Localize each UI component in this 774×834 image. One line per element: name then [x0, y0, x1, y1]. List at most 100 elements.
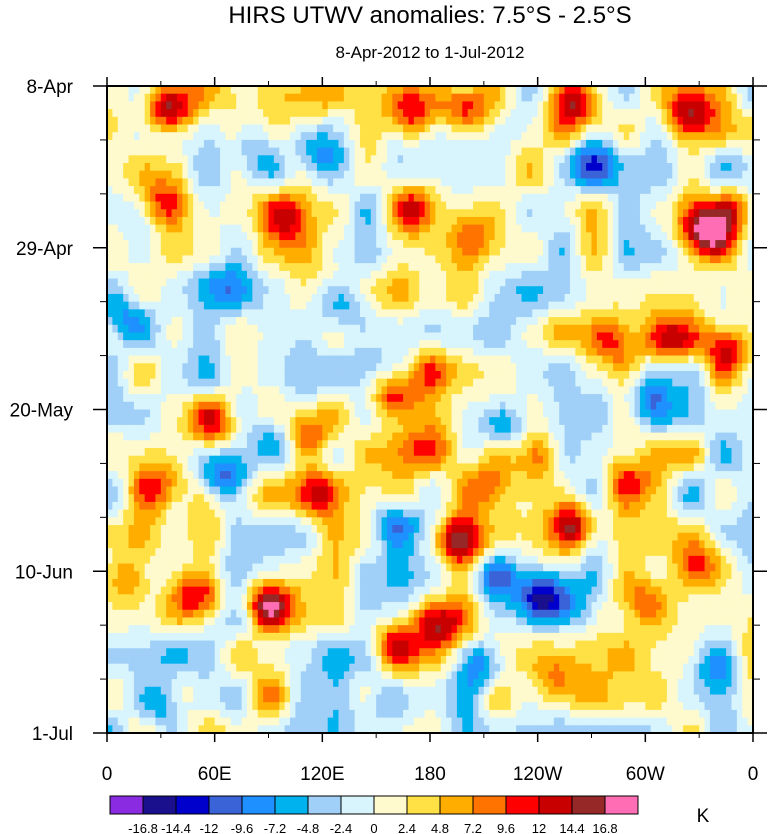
field-cell — [257, 101, 264, 110]
field-cell — [273, 224, 280, 233]
field-cell — [338, 178, 345, 187]
field-cell — [241, 263, 248, 272]
field-cell — [381, 370, 388, 380]
field-cell — [516, 324, 523, 334]
field-cell — [397, 224, 404, 233]
field-cell — [709, 240, 716, 249]
field-cell — [230, 139, 237, 149]
field-cell — [683, 86, 689, 95]
field-cell — [128, 209, 135, 218]
field-cell — [575, 224, 582, 233]
field-cell — [639, 363, 646, 372]
field-cell — [220, 163, 227, 172]
field-cell — [613, 178, 620, 187]
field-cell — [349, 163, 356, 172]
field-cell — [575, 263, 582, 272]
field-cell — [133, 301, 140, 310]
field-cell — [731, 263, 738, 272]
field-cell — [430, 201, 436, 210]
field-cell — [569, 132, 576, 141]
field-cell — [273, 347, 280, 357]
field-cell — [451, 240, 458, 249]
field-cell — [543, 386, 550, 395]
field-cell — [629, 386, 636, 395]
field-cell — [370, 132, 377, 141]
field-cell — [214, 201, 221, 210]
field-cell — [424, 293, 431, 303]
field-cell — [704, 309, 711, 318]
field-cell — [198, 263, 205, 272]
field-cell — [155, 201, 162, 210]
field-cell — [499, 301, 506, 310]
field-cell — [483, 332, 490, 341]
field-cell — [715, 155, 722, 164]
field-cell — [516, 347, 523, 357]
field-cell — [489, 378, 496, 387]
field-cell — [155, 301, 162, 310]
field-cell — [478, 317, 485, 326]
field-cell — [333, 255, 340, 264]
field-cell — [553, 201, 560, 210]
field-cell — [430, 386, 436, 395]
field-cell — [107, 386, 113, 395]
field-cell — [403, 278, 410, 287]
field-cell — [123, 132, 130, 141]
field-cell — [424, 317, 431, 326]
field-cell — [279, 309, 286, 318]
field-cell — [483, 340, 490, 349]
field-cell — [397, 293, 404, 303]
field-cell — [295, 147, 302, 156]
field-cell — [424, 109, 431, 118]
field-cell — [230, 147, 237, 156]
field-cell — [295, 394, 302, 403]
field-cell — [128, 178, 135, 187]
field-cell — [424, 147, 431, 156]
field-cell — [569, 301, 576, 310]
field-cell — [634, 293, 641, 303]
field-cell — [688, 255, 695, 264]
field-cell — [381, 332, 388, 341]
field-cell — [236, 93, 243, 102]
field-cell — [586, 363, 593, 372]
field-cell — [252, 394, 259, 403]
field-cell — [516, 193, 523, 203]
field-cell — [295, 186, 302, 195]
field-cell — [424, 278, 431, 287]
field-cell — [591, 293, 598, 303]
field-cell — [672, 394, 679, 403]
field-cell — [128, 401, 135, 411]
field-cell — [704, 193, 711, 203]
field-cell — [623, 116, 630, 126]
field-cell — [747, 201, 753, 210]
field-cell — [510, 317, 517, 326]
field-cell — [462, 278, 469, 287]
field-cell — [150, 101, 157, 110]
field-cell — [166, 332, 173, 341]
field-cell — [322, 186, 329, 195]
field-cell — [360, 332, 366, 341]
field-cell — [273, 263, 280, 272]
field-cell — [580, 224, 587, 233]
field-cell — [295, 101, 302, 110]
field-cell — [548, 378, 555, 387]
field-cell — [322, 178, 329, 187]
field-cell — [532, 101, 539, 110]
field-cell — [268, 186, 275, 195]
field-cell — [467, 86, 474, 95]
field-cell — [693, 247, 700, 257]
field-cell — [257, 370, 264, 380]
field-cell — [580, 163, 587, 172]
field-cell — [150, 317, 157, 326]
field-cell — [618, 324, 625, 334]
field-cell — [311, 193, 318, 203]
field-cell — [225, 301, 232, 310]
field-cell — [543, 201, 550, 210]
field-cell — [634, 270, 641, 280]
field-cell — [699, 147, 706, 156]
field-cell — [499, 370, 506, 380]
field-cell — [386, 201, 393, 210]
field-cell — [246, 363, 253, 372]
field-cell — [672, 93, 679, 102]
field-cell — [182, 155, 189, 164]
field-cell — [252, 263, 259, 272]
